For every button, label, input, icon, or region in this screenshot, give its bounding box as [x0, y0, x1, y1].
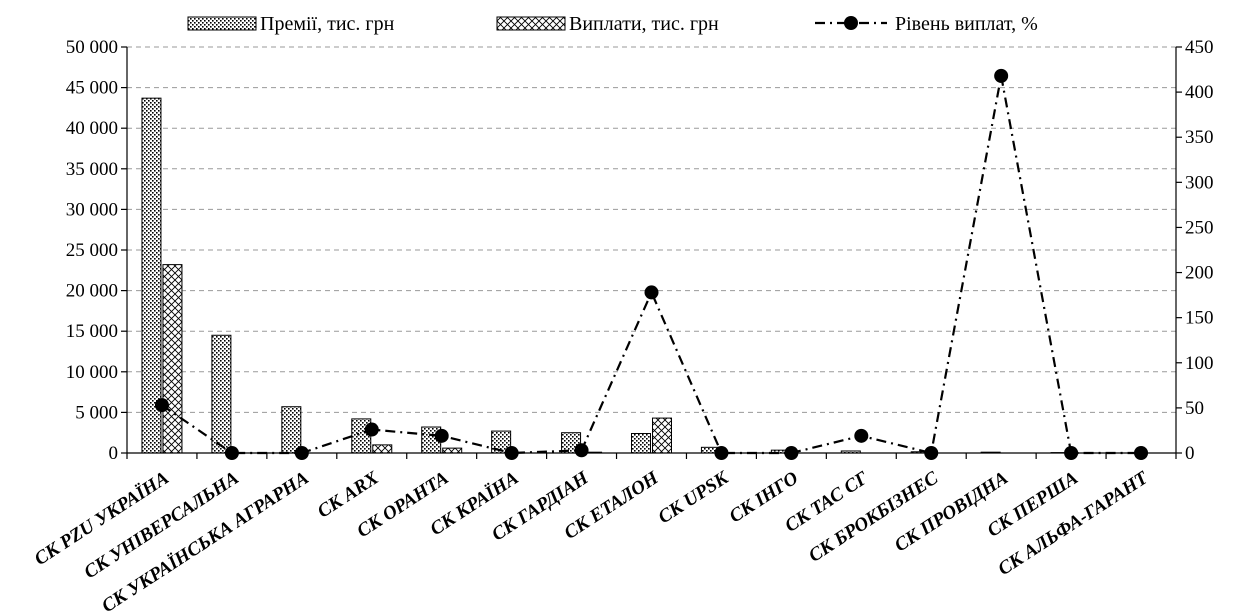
left-tick-label: 30 000 [66, 199, 118, 220]
left-tick-label: 10 000 [66, 362, 118, 383]
payout-level-point [1134, 446, 1149, 460]
payout-level-point [294, 446, 309, 460]
right-tick-label: 300 [1185, 172, 1214, 193]
left-tick-label: 0 [109, 443, 119, 464]
legend-label-payments: Виплати, тис. грн [569, 13, 719, 35]
legend: Премії, тис. грн Виплати, тис. грн Рівень … [187, 13, 1038, 35]
payout-level-point [714, 446, 729, 460]
left-tick-label: 20 000 [66, 281, 118, 302]
legend-label-premiums: Премії, тис. грн [260, 13, 395, 35]
left-tick-label: 45 000 [66, 78, 118, 99]
left-tick-label: 35 000 [66, 159, 118, 180]
payout-level-point [994, 68, 1009, 83]
left-tick-label: 5 000 [75, 402, 118, 423]
bar-payments [162, 264, 183, 454]
right-tick-label: 250 [1185, 217, 1214, 238]
bar-payments [652, 417, 672, 454]
payout-level-point [434, 428, 449, 443]
legend-swatch-premiums [187, 16, 257, 31]
bar-premiums [281, 406, 302, 454]
legend-swatch-payments [496, 16, 566, 31]
payout-level-line [161, 75, 1142, 455]
category-label: СК UPSK [655, 467, 734, 528]
right-tick-label: 0 [1185, 443, 1195, 464]
bar-premiums [211, 334, 232, 454]
left-tick-label: 50 000 [66, 37, 118, 58]
right-tick-label: 350 [1185, 127, 1214, 148]
bar-payments [442, 447, 463, 454]
bar-premiums [631, 433, 651, 454]
payout-level-point [224, 446, 239, 460]
payout-level-point [574, 443, 589, 458]
payout-level-point [504, 446, 519, 460]
payout-level-point [784, 446, 799, 460]
right-tick-label: 100 [1185, 353, 1214, 374]
legend-label-payout-level: Рівень виплат, % [895, 13, 1038, 35]
payout-level-point [854, 428, 869, 443]
right-tick-label: 150 [1185, 308, 1214, 329]
payout-level-point [924, 446, 939, 460]
left-tick-label: 25 000 [66, 240, 118, 261]
left-tick-label: 15 000 [66, 321, 118, 342]
category-label: СК БРОКБІЗНЕС [805, 467, 942, 566]
right-tick-label: 400 [1185, 82, 1214, 103]
right-tick-label: 200 [1185, 263, 1214, 284]
right-tick-label: 50 [1185, 398, 1204, 419]
payout-level-point [364, 422, 379, 437]
payout-level-point [154, 398, 169, 413]
right-tick-label: 450 [1185, 37, 1214, 58]
left-tick-label: 40 000 [66, 118, 118, 139]
payout-level-point [1064, 446, 1079, 460]
legend-swatch-marker [844, 16, 858, 30]
bar-payments [372, 444, 393, 454]
payout-level-point [644, 285, 659, 300]
